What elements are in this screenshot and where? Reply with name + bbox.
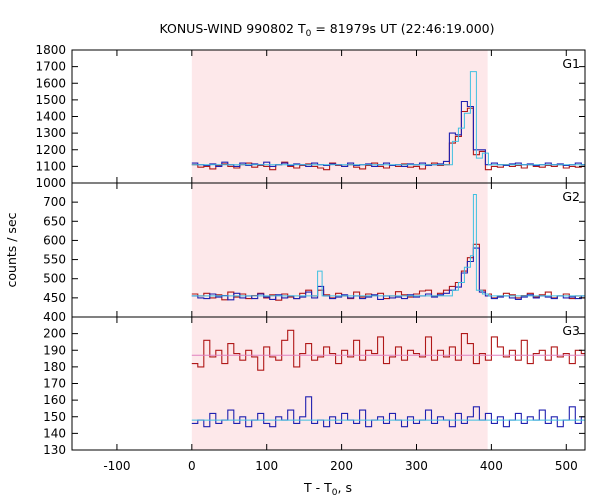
series-series_b-line <box>191 247 585 301</box>
y-tick-label: 600 <box>43 233 66 247</box>
fit-line <box>191 194 585 297</box>
series-series_b-line <box>191 396 585 428</box>
y-tick-label: 1700 <box>35 60 66 74</box>
y-tick-label: 150 <box>43 410 66 424</box>
panel-data <box>191 71 585 171</box>
y-tick-label: 1400 <box>35 110 66 124</box>
y-tick-label: 180 <box>43 360 66 374</box>
y-axis-label: counts / sec <box>4 212 19 287</box>
y-tick-label: 1500 <box>35 93 66 107</box>
y-tick-label: 140 <box>43 426 66 440</box>
x-tick-label: 0 <box>188 459 196 473</box>
x-tick-label: 500 <box>555 459 578 473</box>
panel-g3: 130 140 150 160 170 180 190 200 G3 <box>43 316 586 457</box>
y-tick-label: 160 <box>43 393 66 407</box>
fit-line <box>191 71 585 166</box>
y-tick-label: 170 <box>43 377 66 391</box>
series-series_a-line <box>191 107 585 171</box>
panel-label: G3 <box>562 323 580 338</box>
y-tick-label: 650 <box>43 214 66 228</box>
series-series_a-line <box>191 329 585 371</box>
y-tick-label: 1300 <box>35 126 66 140</box>
plot-area: 100011001200130014001500160017001800G140… <box>35 43 586 473</box>
panel-g1: 1000 1100 1200 1300 1400 1500 1600 1700 1800 G1 <box>35 43 586 190</box>
y-tick-label: 550 <box>43 253 66 267</box>
y-tick-label: 1100 <box>35 159 66 173</box>
y-tick-label: 400 <box>43 310 66 324</box>
chart-title: KONUS-WIND 990802 T0 = 81979s UT (22:46:… <box>159 21 494 39</box>
panel-label: G1 <box>562 56 580 71</box>
y-tick-label: 200 <box>43 327 66 341</box>
x-tick-label: -100 <box>103 459 130 473</box>
x-axis-label: T - T0, s <box>303 480 352 498</box>
y-tick-label: 1800 <box>35 43 66 57</box>
panel-label: G2 <box>562 189 580 204</box>
panel-data <box>191 194 585 301</box>
shaded-interval <box>191 317 488 450</box>
y-tick-label: 450 <box>43 291 66 305</box>
panel-g2: 400 450 500 550 600 650 700 G2 <box>43 182 586 324</box>
x-tick-label: 400 <box>480 459 503 473</box>
y-tick-label: 700 <box>43 195 66 209</box>
y-tick-label: 1000 <box>35 176 66 190</box>
y-tick-label: 500 <box>43 272 66 286</box>
y-tick-label: 1200 <box>35 143 66 157</box>
x-tick-label: 200 <box>330 459 353 473</box>
x-tick-label: 300 <box>405 459 428 473</box>
shaded-interval <box>191 50 488 183</box>
panel-data <box>191 329 585 428</box>
y-tick-label: 190 <box>43 343 66 357</box>
y-tick-label: 130 <box>43 443 66 457</box>
x-tick-label: 100 <box>255 459 278 473</box>
y-tick-label: 1600 <box>35 76 66 90</box>
